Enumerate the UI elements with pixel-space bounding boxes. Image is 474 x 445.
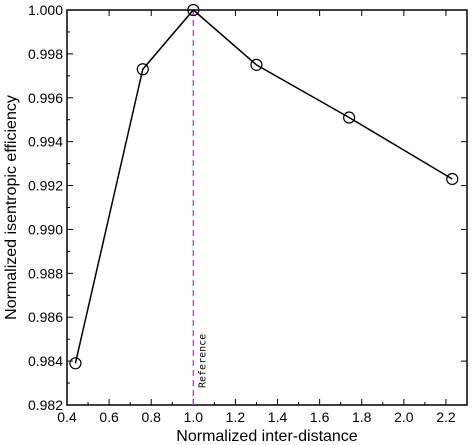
- reference-annotation: Reference: [192, 10, 208, 405]
- reference-label: Reference: [197, 334, 208, 388]
- y-tick-label: 1.000: [28, 2, 63, 18]
- x-tick-label: 2.0: [394, 409, 414, 425]
- x-tick-label: 2.2: [436, 409, 456, 425]
- y-axis-title: Normalized isentropic efficiency: [3, 95, 20, 320]
- data-point: [343, 111, 356, 124]
- x-axis-title: Normalized inter-distance: [176, 428, 358, 445]
- y-tick-label: 0.998: [28, 46, 63, 62]
- x-tick-label: 1.0: [184, 409, 204, 425]
- y-tick-label: 0.986: [28, 309, 63, 325]
- data-point: [136, 63, 149, 76]
- data-point: [187, 3, 200, 17]
- y-tick-label: 0.994: [28, 134, 63, 150]
- y-tick-label: 0.984: [28, 353, 63, 369]
- series: [69, 3, 459, 370]
- x-tick-label: 1.4: [268, 409, 288, 425]
- y-tick-label: 0.990: [28, 221, 63, 237]
- x-tick-label: 0.4: [57, 409, 77, 425]
- x-tick-label: 0.6: [99, 409, 119, 425]
- data-point: [69, 357, 82, 370]
- data-point: [250, 58, 263, 71]
- x-tick-label: 1.6: [310, 409, 330, 425]
- x-tick-label: 1.2: [226, 409, 246, 425]
- data-point: [446, 172, 459, 186]
- y-tick-label: 0.992: [28, 178, 63, 194]
- x-tick-label: 1.8: [352, 409, 372, 425]
- y-tick-label: 0.996: [28, 90, 63, 106]
- y-tick-label: 0.988: [28, 265, 63, 281]
- plot-frame: [66, 9, 468, 406]
- axes: 0.4 0.6 0.8 1.0 1.2 1.4 1.6 1.8 2.0 2.2 0.982 0.984…: [28, 2, 468, 425]
- y-tick-label: 0.982: [28, 397, 63, 413]
- series-line: [74, 8, 453, 364]
- x-tick-label: 0.8: [141, 409, 161, 425]
